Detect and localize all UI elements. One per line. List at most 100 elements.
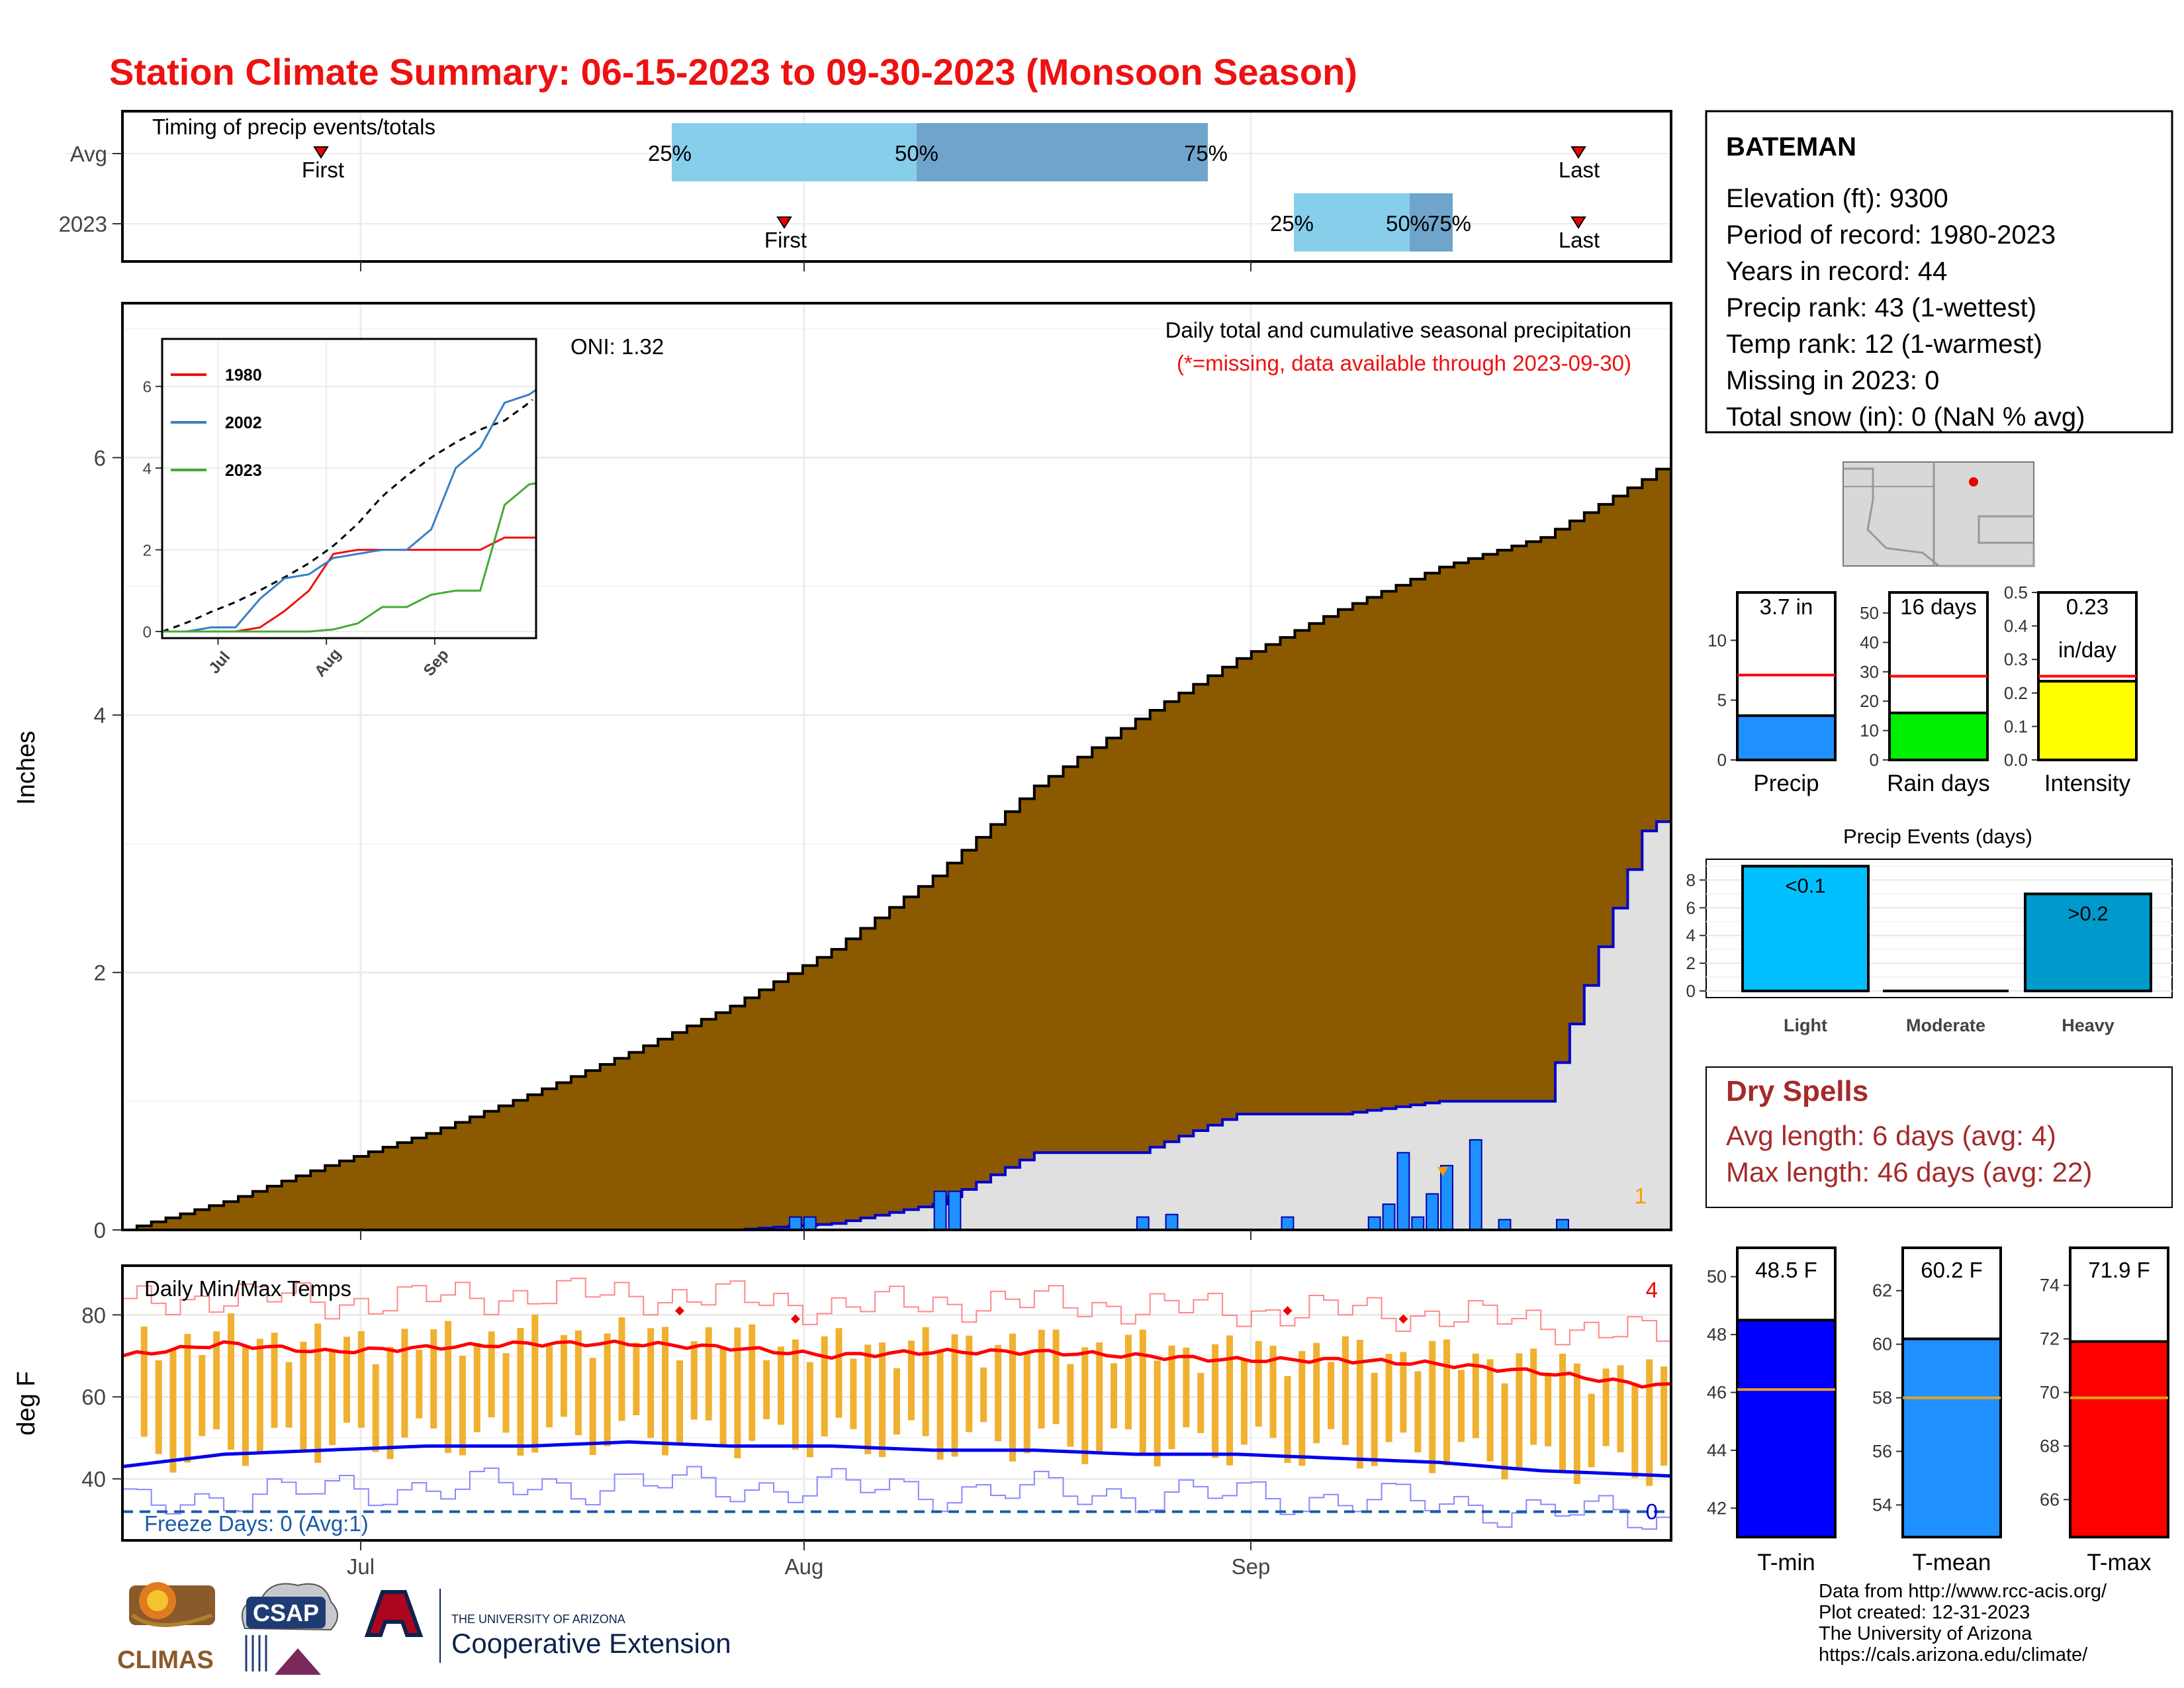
dry-spells-max: Max length: 46 days (avg: 22)	[1726, 1156, 2092, 1188]
record-min-line	[122, 1466, 1671, 1530]
temp-range-bar	[1443, 1339, 1450, 1466]
inset-xtick-Jul: Jul	[205, 648, 234, 677]
record-high-marker	[1283, 1306, 1293, 1316]
station-temp-rank: Temp rank: 12 (1-warmest)	[1726, 330, 2042, 359]
temp-range-bar	[372, 1364, 379, 1452]
temp-range-bar	[1168, 1345, 1175, 1450]
inset-ytick-4: 4	[143, 460, 152, 478]
temp-range-bar	[662, 1327, 669, 1456]
record-high-marker	[674, 1306, 684, 1316]
temp-bar-0-tick-42: 42	[1707, 1498, 1727, 1518]
temp-range-bar	[1429, 1340, 1436, 1474]
temp-bar-T-mean	[1901, 1337, 2002, 1539]
daily-precip-bar-2023-09-22	[1556, 1219, 1569, 1231]
2023-q50-label: 50%	[1386, 211, 1430, 236]
record-max-line	[122, 1278, 1671, 1346]
temp-range-bar	[1661, 1366, 1668, 1466]
mini-0-tick-0: 0	[1717, 750, 1727, 770]
avg-first-marker	[313, 146, 329, 159]
temp-bar-T-max	[2069, 1340, 2169, 1538]
avg-q50-label: 50%	[895, 141, 938, 165]
mini-1-tick-40: 40	[1860, 632, 1879, 652]
temp-ytick-40: 40	[81, 1467, 106, 1491]
x-tick-sep: Sep	[1232, 1554, 1271, 1579]
temp-range-bar	[618, 1317, 625, 1421]
temp-range-bar	[1573, 1363, 1580, 1484]
daily-precip-bar-2023-09-18	[1498, 1219, 1512, 1231]
mini-2-tick-0.1: 0.1	[2004, 716, 2028, 736]
temp-bar-0-tick-48: 48	[1707, 1325, 1727, 1344]
temp-bar-T-min	[1736, 1319, 1837, 1538]
temp-bar-value-0: 48.5 F	[1755, 1258, 1817, 1282]
dry-spells-box: Dry Spells Avg length: 6 days (avg: 4) M…	[1706, 1066, 2173, 1208]
temp-range-bar	[1038, 1329, 1045, 1429]
temp-bar-0-tick-44: 44	[1707, 1440, 1727, 1460]
credit-url: https://cals.arizona.edu/climate/	[1819, 1644, 2088, 1665]
temp-range-bar	[445, 1321, 452, 1453]
temp-range-bar	[401, 1329, 408, 1438]
temp-bar-value-2: 71.9 F	[2088, 1258, 2150, 1282]
temp-range-bar	[835, 1328, 842, 1418]
temp-range-bar	[1646, 1359, 1653, 1486]
station-info-box: BATEMAN Elevation (ft): 9300 Period of r…	[1705, 110, 2173, 434]
x-axis: Jul Aug Sep	[347, 1540, 1270, 1579]
temp-range-bar	[1139, 1329, 1146, 1454]
x-tick-aug: Aug	[785, 1554, 824, 1579]
inset-legend-1980: 1980	[225, 366, 262, 385]
inset-legend-2023: 2023	[225, 461, 262, 480]
daily-precip-bar-2023-08-01	[803, 1216, 817, 1231]
temp-bar-label-1: T-mean	[1913, 1550, 1991, 1575]
2023-q75-label: 75%	[1428, 211, 1471, 236]
temp-range-bar	[1385, 1354, 1392, 1442]
hot-days-count: 4	[1646, 1278, 1658, 1302]
temp-range-bar	[749, 1324, 756, 1441]
avg-last-label: Last	[1559, 158, 1600, 182]
temp-range-bar	[1298, 1351, 1306, 1466]
temp-range-bar	[1313, 1342, 1320, 1444]
mini-0-tick-5: 5	[1717, 690, 1727, 710]
temp-range-bar	[1197, 1373, 1205, 1433]
temp-bar-1-tick-58: 58	[1872, 1388, 1892, 1408]
timing-frame	[121, 110, 1672, 263]
temp-bar-1-tick-62: 62	[1872, 1281, 1892, 1301]
csap-logo-text: CSAP	[253, 1599, 319, 1626]
temp-range-bar	[1342, 1336, 1349, 1445]
temp-range-bar	[705, 1327, 712, 1421]
station-elevation: Elevation (ft): 9300	[1726, 184, 1948, 213]
temp-range-bar	[184, 1334, 191, 1463]
station-name: BATEMAN	[1726, 132, 1856, 162]
temp-frame	[121, 1264, 1672, 1542]
temp-range-bar	[995, 1344, 1002, 1442]
temp-range-bar	[1414, 1371, 1422, 1452]
temp-range-bar	[1602, 1368, 1610, 1446]
2023-last-label: Last	[1559, 228, 1600, 252]
temp-range-bar	[1631, 1384, 1639, 1478]
temp-range-bar	[1081, 1347, 1089, 1464]
temp-range-bar	[213, 1331, 220, 1430]
temp-range-bar	[546, 1346, 553, 1428]
temp-range-bar	[1516, 1353, 1523, 1468]
temp-range-bar	[1124, 1335, 1132, 1430]
2023-first-marker	[776, 216, 792, 229]
temp-panel-title: Daily Min/Max Temps	[144, 1276, 351, 1301]
avg-cumulative-area	[122, 467, 1672, 1231]
temp-range-bar	[1240, 1360, 1248, 1445]
temp-range-bar	[300, 1341, 307, 1451]
temp-range-bar	[1588, 1393, 1595, 1468]
temp-range-bar	[169, 1349, 177, 1473]
temp-range-bar	[1371, 1372, 1378, 1466]
temp-range-bar	[792, 1339, 799, 1450]
inset-line-2023	[162, 482, 537, 633]
temp-range-bar	[1328, 1362, 1335, 1429]
temp-range-bar	[517, 1328, 524, 1456]
mini-bar-value-1: 16 days	[1900, 594, 1977, 619]
temp-range-bar	[1617, 1365, 1624, 1452]
timing-row-label-avg: Avg	[70, 142, 107, 166]
station-snow: Total snow (in): 0 (NaN % avg)	[1726, 402, 2085, 432]
avg-q25-q50-box	[672, 123, 917, 181]
temp-range-bar	[155, 1360, 162, 1454]
temp-range-bar	[879, 1342, 886, 1458]
events-ytick-2: 2	[1686, 953, 1696, 973]
temp-range-bar	[734, 1327, 741, 1458]
